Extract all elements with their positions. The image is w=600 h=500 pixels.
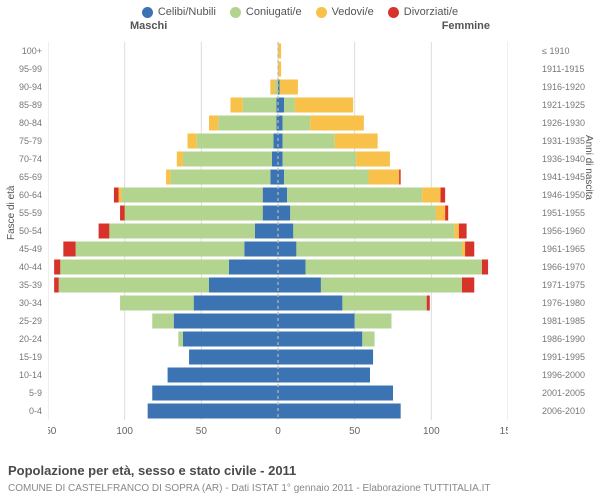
birth-label: 1911-1915 (542, 64, 600, 74)
age-label: 5-9 (0, 388, 42, 398)
legend-label: Celibi/Nubili (158, 6, 216, 18)
age-label: 35-39 (0, 280, 42, 290)
legend-swatch (230, 7, 241, 18)
legend-label: Divorziati/e (404, 6, 458, 18)
birth-label: 2001-2005 (542, 388, 600, 398)
header-female: Femmine (442, 20, 490, 32)
age-label: 0-4 (0, 406, 42, 416)
age-label: 90-94 (0, 82, 42, 92)
age-label: 20-24 (0, 334, 42, 344)
birth-label: 1956-1960 (542, 226, 600, 236)
birth-label: 1971-1975 (542, 280, 600, 290)
svg-text:0: 0 (275, 426, 281, 437)
birth-label: 1981-1985 (542, 316, 600, 326)
svg-text:100: 100 (116, 426, 133, 437)
legend-label: Coniugati/e (246, 6, 302, 18)
legend-swatch (142, 7, 153, 18)
svg-text:50: 50 (349, 426, 361, 437)
svg-text:50: 50 (196, 426, 208, 437)
legend-swatch (388, 7, 399, 18)
age-label: 75-79 (0, 136, 42, 146)
age-label: 80-84 (0, 118, 42, 128)
birth-label: 1986-1990 (542, 334, 600, 344)
age-label: 45-49 (0, 244, 42, 254)
birth-label: 2006-2010 (542, 406, 600, 416)
svg-text:150: 150 (48, 426, 57, 437)
legend-label: Vedovi/e (332, 6, 374, 18)
birth-label: 1951-1955 (542, 208, 600, 218)
age-label: 30-34 (0, 298, 42, 308)
chart-subtitle: COMUNE DI CASTELFRANCO DI SOPRA (AR) - D… (8, 483, 490, 494)
age-labels: 100+95-9990-9485-8980-8475-7970-7465-696… (0, 42, 46, 442)
legend-item: Celibi/Nubili (142, 6, 216, 18)
age-label: 85-89 (0, 100, 42, 110)
birth-label: 1966-1970 (542, 262, 600, 272)
birth-label: ≤ 1910 (542, 46, 600, 56)
birth-label: 1976-1980 (542, 298, 600, 308)
birth-label: 1961-1965 (542, 244, 600, 254)
svg-text:150: 150 (500, 426, 508, 437)
birth-label: 1991-1995 (542, 352, 600, 362)
legend-item: Coniugati/e (230, 6, 302, 18)
birth-label: 1996-2000 (542, 370, 600, 380)
age-label: 65-69 (0, 172, 42, 182)
legend-swatch (316, 7, 327, 18)
axis-title-right: Anni di nascita (583, 135, 594, 200)
age-label: 40-44 (0, 262, 42, 272)
pyramid-chart: 150 100 50 0 50 100 150 (48, 42, 508, 442)
legend-item: Divorziati/e (388, 6, 458, 18)
header-male: Maschi (130, 20, 167, 32)
axis-title-left: Fasce di età (6, 186, 17, 240)
birth-label: 1916-1920 (542, 82, 600, 92)
age-label: 10-14 (0, 370, 42, 380)
legend-item: Vedovi/e (316, 6, 374, 18)
birth-label: 1921-1925 (542, 100, 600, 110)
birth-labels: ≤ 1910 1911-1915 1916-1920 1921-1925 1926-19… (538, 42, 600, 442)
svg-text:100: 100 (423, 426, 440, 437)
age-label: 100+ (0, 46, 42, 56)
age-label: 15-19 (0, 352, 42, 362)
legend: Celibi/Nubili Coniugati/e Vedovi/e Divorzia… (0, 0, 600, 20)
birth-label: 1926-1930 (542, 118, 600, 128)
age-label: 25-29 (0, 316, 42, 326)
chart-title: Popolazione per età, sesso e stato civil… (8, 463, 296, 478)
age-label: 70-74 (0, 154, 42, 164)
age-label: 95-99 (0, 64, 42, 74)
